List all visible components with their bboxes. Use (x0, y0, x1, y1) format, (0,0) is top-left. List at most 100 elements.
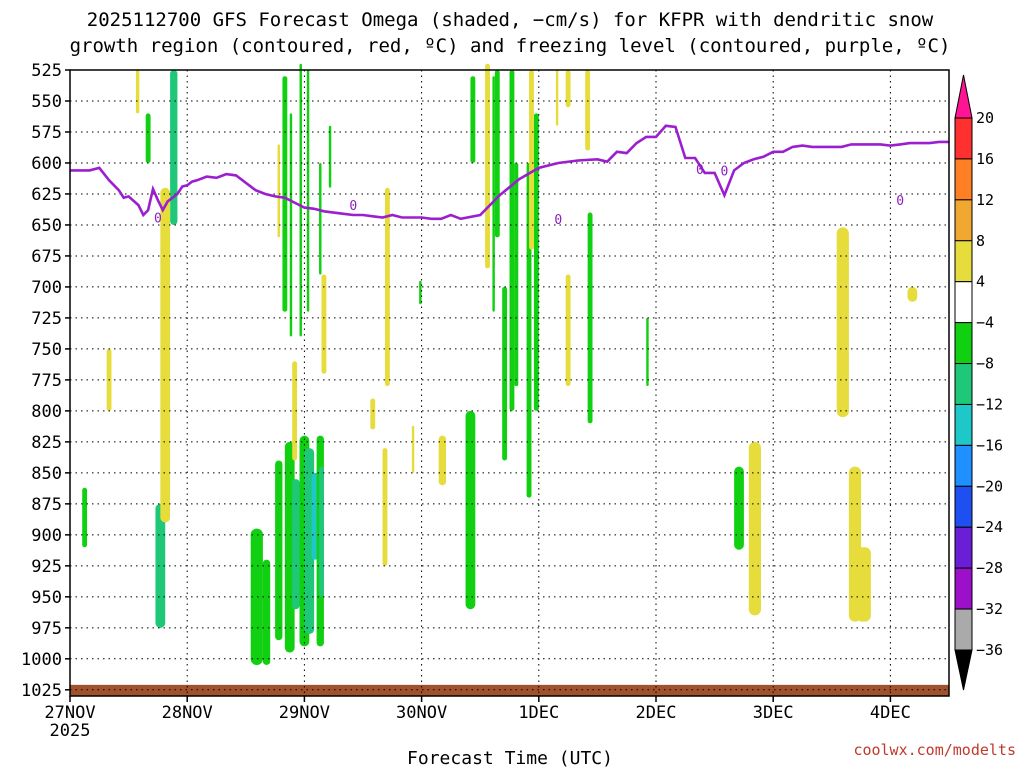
x-tick-year-label: 2025 (50, 721, 91, 741)
colorbar-label-1: 16 (976, 150, 994, 168)
omega-shade-region-0 (82, 487, 88, 548)
y-tick-label-17: 950 (31, 588, 62, 608)
colorbar-label-13: −36 (976, 641, 1003, 659)
omega-shade-region-29 (370, 398, 376, 430)
colorbar-label-2: 12 (976, 191, 994, 209)
omega-shade-region-30 (382, 448, 388, 566)
y-tick-label-0: 525 (31, 61, 62, 81)
x-tick-label-5: 2DEC (636, 703, 677, 723)
colorbar-swatch-9 (954, 444, 973, 487)
colorbar-swatch-4 (954, 240, 973, 283)
freezing-level-label-0: 0 (154, 212, 162, 227)
y-tick-label-19: 1000 (21, 650, 62, 670)
freezing-level-label-4: 0 (720, 164, 728, 179)
colorbar-swatch-6 (954, 322, 973, 365)
y-tick-label-2: 575 (31, 123, 62, 143)
omega-shade-region-7 (160, 187, 171, 523)
omega-shade-region-21 (306, 70, 310, 312)
plot-frame (69, 69, 950, 697)
omega-shade-region-1 (155, 503, 166, 628)
omega-shade-region-27 (384, 187, 390, 387)
y-tick-label-10: 775 (31, 371, 62, 391)
y-tick-label-8: 725 (31, 309, 62, 329)
y-tick-label-12: 825 (31, 433, 62, 453)
omega-shade-region-55 (907, 286, 918, 302)
x-tick-label-7: 4DEC (870, 703, 911, 723)
freezing-level-labels: 0 0 0 0 0 0 (154, 163, 904, 228)
omega-shade-region-50 (734, 466, 744, 550)
colorbar-label-0: 20 (976, 109, 994, 127)
y-axis: 525 550 575 600 625 650 675 700 725 750 775 800 825 8… (21, 61, 70, 701)
colorbar-label-3: 8 (976, 232, 985, 250)
omega-shade-region-51 (748, 441, 761, 616)
omega-shade-region-28 (419, 280, 422, 305)
omega-shade-region-52 (836, 227, 849, 418)
y-tick-label-6: 675 (31, 247, 62, 267)
y-tick-label-1: 550 (31, 92, 62, 112)
omega-shade-region-54 (856, 547, 871, 622)
omega-shade-region-48 (587, 212, 593, 424)
x-tick-label-2: 29NOV (279, 703, 330, 723)
y-tick-label-15: 900 (31, 526, 62, 546)
omega-shade-region-36 (494, 70, 500, 238)
omega-shade-region-49 (646, 317, 649, 387)
y-tick-label-7: 700 (31, 278, 62, 298)
omega-shade-region-40 (514, 162, 519, 387)
colorbar-swatch-11 (954, 526, 973, 569)
omega-shade-region-46 (565, 70, 571, 108)
chart-title-line-2: growth region (contoured, red, ºC) and f… (70, 35, 951, 57)
omega-shade-region-6 (135, 70, 140, 114)
colorbar-label-11: −28 (976, 559, 1003, 577)
omega-shade-region-25 (292, 361, 298, 461)
x-tick-label-1: 28NOV (162, 703, 213, 723)
y-tick-label-3: 600 (31, 154, 62, 174)
y-tick-label-16: 925 (31, 557, 62, 577)
colorbar-swatch-8 (954, 403, 973, 446)
colorbar-swatch-7 (954, 363, 973, 405)
omega-shade-region-9 (262, 559, 271, 666)
omega-shade-region-4 (171, 70, 176, 213)
omega-shade-region-24 (277, 144, 280, 238)
colorbar-swatch-10 (954, 485, 973, 528)
credit-link[interactable]: coolwx.com/modelts (853, 741, 1016, 759)
omega-shade-region-44 (555, 70, 559, 126)
colorbar-bottom-arrow (954, 649, 973, 691)
colorbar-label-4: 4 (976, 273, 985, 291)
freezing-level-label-3: 0 (696, 163, 704, 178)
omega-shade-region-35 (485, 63, 490, 269)
y-tick-label-5: 650 (31, 216, 62, 236)
y-tick-label-4: 625 (31, 185, 62, 205)
colorbar-swatch-13 (954, 608, 973, 651)
omega-shade-region-23 (328, 125, 332, 188)
ground-surface (70, 684, 949, 696)
omega-shade-region-17 (319, 466, 324, 597)
freezing-level-label-5: 0 (896, 194, 904, 209)
colorbar-label-7: −12 (976, 395, 1003, 413)
omega-shade-region-31 (411, 425, 415, 473)
x-tick-label-3: 30NOV (396, 703, 447, 723)
omega-shade-region-22 (319, 162, 322, 275)
omega-shade-region-12 (292, 479, 300, 610)
omega-shade-region-20 (299, 63, 302, 337)
omega-shade-region-43 (529, 70, 534, 250)
x-axis-label: Forecast Time (UTC) (407, 748, 613, 768)
x-tick-label-0: 27NOV (44, 703, 95, 723)
colorbar-swatch-3 (954, 199, 973, 242)
colorbar-swatch-1 (954, 117, 973, 160)
x-axis: 27NOV 28NOV 29NOV 30NOV 1DEC 2DEC 3DEC 4DEC 2025 (44, 696, 911, 741)
colorbar-top-arrow (954, 74, 973, 119)
omega-shade-region-10 (275, 460, 283, 641)
omega-shade-region-8 (250, 528, 263, 666)
omega-shade-region-42 (533, 113, 539, 411)
omega-shade-region-11 (284, 441, 295, 653)
y-tick-label-14: 875 (31, 495, 62, 515)
omega-shade-region-39 (509, 70, 515, 411)
freezing-level-line (70, 124, 949, 221)
y-tick-label-9: 750 (31, 340, 62, 360)
colorbar-label-6: −8 (976, 355, 994, 373)
colorbar-label-12: −32 (976, 600, 1003, 618)
freezing-level-label-2: 0 (554, 213, 562, 228)
colorbar-label-8: −16 (976, 436, 1003, 454)
colorbar-label-10: −24 (976, 518, 1003, 536)
